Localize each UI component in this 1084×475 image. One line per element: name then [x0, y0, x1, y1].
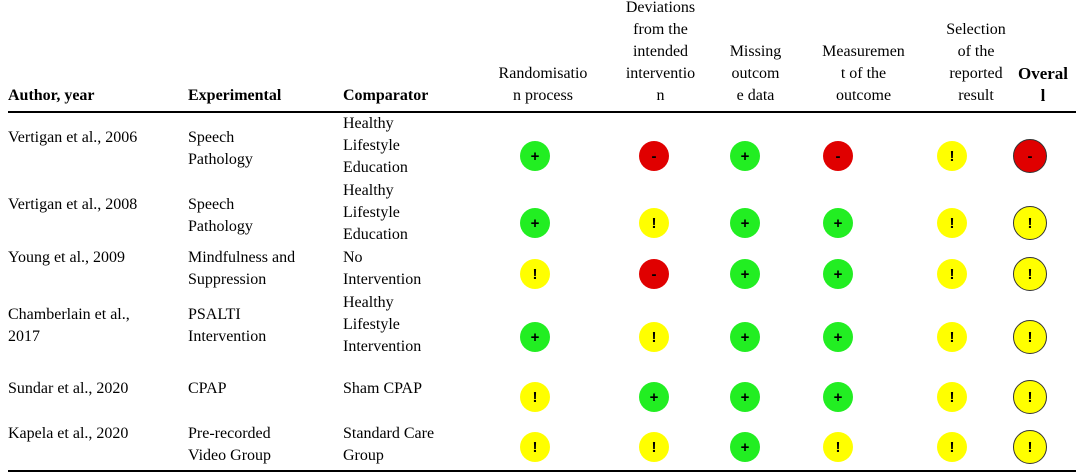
header-measurement: Measuremen t of the outcome — [796, 0, 931, 110]
row-4-author: Chamberlain et al., 2017 — [8, 306, 130, 345]
header-experimental-label: Experimental — [188, 87, 282, 104]
header-overall-label: Overal l — [1017, 64, 1069, 105]
row-3-comparator: No Intervention — [343, 249, 422, 288]
row-6-comparator: Standard Care Group — [343, 425, 435, 464]
rating-high-risk-icon: - — [639, 259, 669, 289]
row-2-author: Vertigan et al., 2008 — [8, 196, 138, 213]
header-author: Author, year — [8, 0, 183, 110]
rating-low-risk-icon: + — [520, 208, 550, 238]
rating-some-concerns-icon: ! — [1013, 320, 1047, 354]
rating-high-risk-icon: - — [639, 141, 669, 171]
rating-some-concerns-icon: ! — [937, 208, 967, 238]
row-4-comparator: Healthy Lifestyle Intervention — [343, 294, 422, 355]
rating-some-concerns-icon: ! — [937, 259, 967, 289]
header-rule — [8, 111, 1076, 113]
rating-low-risk-icon: + — [730, 322, 760, 352]
rating-some-concerns-icon: ! — [823, 432, 853, 462]
rating-some-concerns-icon: ! — [1013, 380, 1047, 414]
rating-low-risk-icon: + — [730, 141, 760, 171]
row-5-author: Sundar et al., 2020 — [8, 380, 129, 397]
header-missing: Missing outcom e data — [713, 0, 798, 110]
header-experimental: Experimental — [188, 0, 338, 110]
row-2-experimental: Speech Pathology — [188, 196, 253, 235]
rating-high-risk-icon: - — [1013, 139, 1047, 173]
rating-some-concerns-icon: ! — [937, 322, 967, 352]
header-measurement-label: Measuremen t of the outcome — [822, 43, 905, 104]
rating-some-concerns-icon: ! — [1013, 257, 1047, 291]
rating-low-risk-icon: + — [730, 259, 760, 289]
rating-some-concerns-icon: ! — [1013, 206, 1047, 240]
rating-some-concerns-icon: ! — [937, 141, 967, 171]
rating-some-concerns-icon: ! — [520, 432, 550, 462]
rating-some-concerns-icon: ! — [639, 322, 669, 352]
rating-some-concerns-icon: ! — [639, 208, 669, 238]
row-1-experimental: Speech Pathology — [188, 129, 253, 168]
header-selection: Selection of the reported result — [936, 0, 1016, 110]
bottom-rule — [8, 470, 1076, 472]
row-3-author: Young et al., 2009 — [8, 249, 126, 266]
rating-low-risk-icon: + — [823, 322, 853, 352]
rating-some-concerns-icon: ! — [1013, 430, 1047, 464]
rating-low-risk-icon: + — [520, 322, 550, 352]
header-randomisation-label: Randomisatio n process — [498, 65, 588, 104]
row-6-author: Kapela et al., 2020 — [8, 425, 129, 442]
header-selection-label: Selection of the reported result — [946, 21, 1006, 104]
row-1-comparator: Healthy Lifestyle Education — [343, 115, 408, 176]
header-deviations: Deviations from the intended interventio… — [608, 0, 713, 110]
rating-high-risk-icon: - — [823, 141, 853, 171]
rating-some-concerns-icon: ! — [937, 432, 967, 462]
rating-low-risk-icon: + — [823, 259, 853, 289]
row-4-experimental: PSALTI Intervention — [188, 306, 267, 345]
rating-some-concerns-icon: ! — [937, 382, 967, 412]
header-deviations-label: Deviations from the intended interventio… — [625, 0, 696, 104]
row-2-comparator: Healthy Lifestyle Education — [343, 182, 408, 243]
rating-some-concerns-icon: ! — [639, 432, 669, 462]
header-overall: Overal l — [1013, 0, 1073, 110]
row-3-experimental: Mindfulness and Suppression — [188, 249, 296, 288]
rating-low-risk-icon: + — [730, 432, 760, 462]
rating-low-risk-icon: + — [639, 382, 669, 412]
rating-low-risk-icon: + — [823, 208, 853, 238]
row-1-author: Vertigan et al., 2006 — [8, 129, 138, 146]
header-author-label: Author, year — [8, 87, 95, 104]
row-6-experimental: Pre-recorded Video Group — [188, 425, 272, 464]
rating-low-risk-icon: + — [730, 382, 760, 412]
rating-low-risk-icon: + — [730, 208, 760, 238]
rating-some-concerns-icon: ! — [520, 382, 550, 412]
rating-low-risk-icon: + — [520, 141, 550, 171]
rating-some-concerns-icon: ! — [520, 259, 550, 289]
header-missing-label: Missing outcom e data — [729, 43, 782, 104]
row-5-comparator: Sham CPAP — [343, 380, 422, 397]
header-randomisation: Randomisatio n process — [478, 0, 608, 110]
row-5-experimental: CPAP — [188, 380, 227, 397]
header-comparator-label: Comparator — [343, 87, 429, 104]
rating-low-risk-icon: + — [823, 382, 853, 412]
header-comparator: Comparator — [343, 0, 473, 110]
